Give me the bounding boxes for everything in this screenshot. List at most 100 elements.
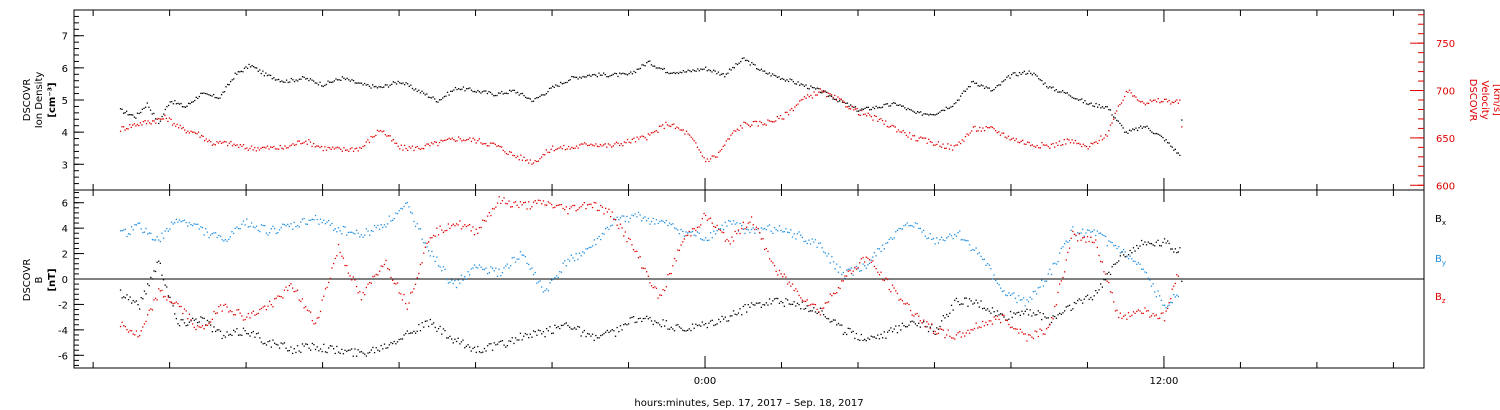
data-point [1093,141,1096,144]
data-point [216,236,218,239]
data-point [364,353,366,355]
data-point [886,103,888,105]
data-point [1009,310,1012,313]
data-point [1090,102,1092,104]
data-point [675,260,677,262]
data-point [467,344,469,346]
data-point [1144,307,1146,309]
data-point [634,141,637,143]
data-point [595,74,597,76]
data-point [1088,298,1090,300]
data-point [700,224,702,226]
data-point [1055,89,1057,91]
data-point [270,74,272,77]
data-point [344,149,347,151]
data-point [940,109,943,112]
data-point [883,248,885,250]
data-point [205,228,207,230]
data-point [940,146,943,148]
data-point [428,325,430,328]
data-point [546,204,548,206]
data-point [698,232,700,234]
data-point [223,91,226,93]
data-point [170,301,173,303]
data-point [835,98,837,100]
data-point [334,228,336,230]
data-point [582,251,584,253]
data-point [862,256,864,259]
data-point [1044,316,1046,318]
data-point [355,285,358,288]
data-point [158,117,160,120]
data-point [1019,314,1021,316]
data-point [750,228,753,231]
data-point [953,145,955,147]
data-point [866,106,868,108]
data-point [241,145,243,148]
data-point [274,79,277,81]
data-point [873,107,876,110]
data-point [123,325,125,327]
data-point [1108,109,1110,111]
data-point [1083,298,1085,300]
data-point [727,138,729,140]
data-point [799,100,801,102]
data-point [610,330,612,332]
data-point [423,242,425,244]
data-point [480,92,482,94]
data-point [288,284,290,287]
data-point [369,234,371,236]
data-point [131,330,133,332]
data-point [156,299,158,301]
data-point [895,290,897,292]
data-point [995,86,997,89]
data-point [750,216,753,218]
data-point [382,265,384,268]
data-point [756,120,758,123]
data-point [678,233,681,235]
data-point [603,72,605,74]
data-point [991,89,994,92]
data-point [560,81,562,84]
data-point [357,292,359,294]
data-point [878,274,881,276]
data-point [835,99,837,101]
data-point [768,224,771,226]
data-point [341,255,343,257]
data-point [514,261,517,263]
data-point [1111,266,1113,268]
data-point [246,147,248,149]
data-point [554,206,556,208]
data-point [526,333,528,336]
data-point [809,304,812,306]
data-point [985,321,987,324]
data-point [188,102,190,104]
data-point [746,228,748,230]
data-point [318,316,320,319]
data-point [914,222,917,224]
data-point [721,224,723,226]
data-point [693,234,695,236]
field-axis-unit: [nT] [47,268,58,291]
data-point [265,232,268,234]
data-point [169,296,171,298]
data-point [153,299,155,301]
data-point [444,268,446,270]
data-point [309,78,312,80]
data-point [966,88,968,90]
data-point [416,223,418,225]
data-point [646,139,648,141]
data-point [377,224,379,227]
data-point [941,236,943,238]
data-point [680,327,682,329]
data-point [385,226,387,228]
time-axis-ticks: 0:00 12:00 [92,10,1394,387]
data-point [273,77,275,79]
data-point [260,72,262,75]
data-point [629,317,631,319]
left-tick-label: -2 [58,300,68,311]
data-point [1001,314,1003,316]
data-point [528,97,530,99]
data-point [740,125,742,127]
data-point [701,321,703,323]
